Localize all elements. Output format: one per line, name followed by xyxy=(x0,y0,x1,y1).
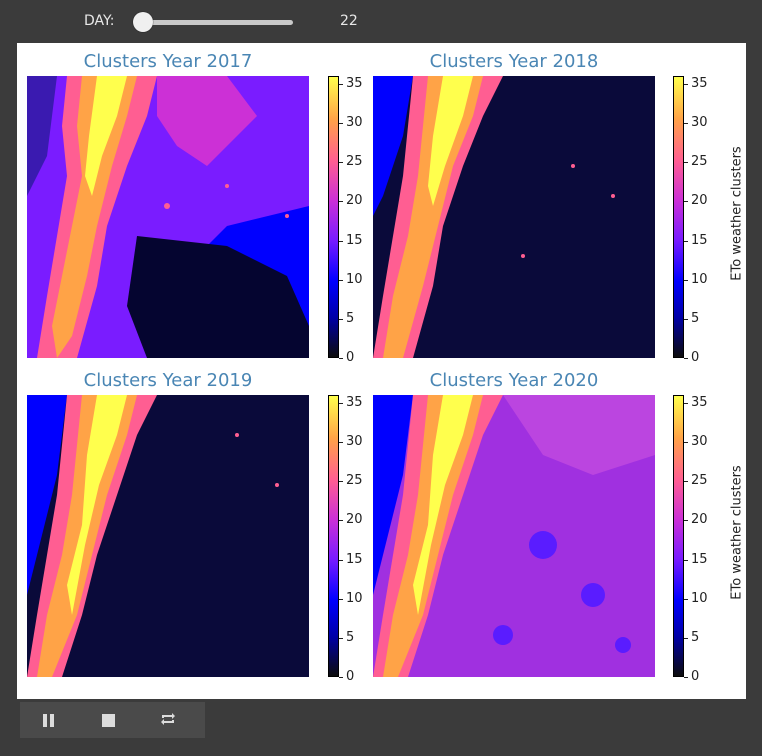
colorbar-tick-mark xyxy=(684,598,688,600)
colorbar-tick-mark xyxy=(684,481,688,483)
colorbar-tick-label: 25 xyxy=(691,154,708,170)
colorbar-tick-mark xyxy=(339,83,343,85)
colorbar-tick-mark xyxy=(339,201,343,203)
colorbar-tick-mark xyxy=(684,279,688,281)
colorbar-tick-label: 15 xyxy=(691,551,708,567)
colorbar-tick-label: 10 xyxy=(346,271,363,287)
colorbar-tick-label: 0 xyxy=(346,669,355,684)
colorbar-tick-mark xyxy=(339,318,343,320)
colorbar-tick-label: 0 xyxy=(691,350,700,365)
repeat-icon xyxy=(160,711,176,730)
colorbar-tick-label: 10 xyxy=(691,590,708,606)
colorbar-tick-label: 20 xyxy=(691,193,708,209)
colorbar-tick-label: 0 xyxy=(691,669,700,684)
colorbar-tick-mark xyxy=(684,123,688,124)
colorbar-tick-mark xyxy=(339,559,343,561)
day-label: DAY: xyxy=(84,13,115,29)
colorbar-2019 xyxy=(328,395,339,677)
colorbar-tick-label: 25 xyxy=(346,154,363,170)
colorbar-tick-mark xyxy=(684,162,688,164)
day-slider-thumb[interactable] xyxy=(133,12,153,32)
colorbar-tick-mark xyxy=(684,677,688,678)
colorbar-tick-mark xyxy=(684,520,688,522)
colorbar-tick-label: 10 xyxy=(691,271,708,287)
map-panel-2019 xyxy=(27,395,309,677)
panel-title-2018: Clusters Year 2018 xyxy=(429,51,599,72)
colorbar-tick-label: 30 xyxy=(346,434,363,449)
colorbar-tick-label: 35 xyxy=(691,394,708,410)
colorbar-tick-mark xyxy=(339,123,343,124)
day-value: 22 xyxy=(340,13,358,29)
colorbar-tick-label: 0 xyxy=(346,350,355,365)
colorbar-tick-mark xyxy=(684,442,688,443)
cluster-figure: Clusters Year 2017 Clusters Year 2018 xyxy=(17,43,746,699)
colorbar-tick-mark xyxy=(339,358,343,359)
panel-title-2017: Clusters Year 2017 xyxy=(83,51,253,72)
colorbar-tick-mark xyxy=(339,677,343,678)
colorbar-tick-label: 30 xyxy=(691,434,708,449)
colorbar-tick-label: 35 xyxy=(346,75,363,91)
stop-icon xyxy=(101,713,115,727)
colorbar-tick-mark xyxy=(339,442,343,443)
colorbar-tick-mark xyxy=(684,358,688,359)
colorbar-tick-label: 20 xyxy=(346,512,363,528)
map-panel-2017 xyxy=(27,76,309,358)
colorbar-2018 xyxy=(673,76,684,358)
colorbar-tick-label: 20 xyxy=(691,512,708,528)
colorbar-2020 xyxy=(673,395,684,677)
colorbar-tick-mark xyxy=(684,637,688,639)
colorbar-label-2018: ETo weather clusters xyxy=(729,146,745,281)
colorbar-tick-mark xyxy=(684,559,688,561)
pause-button[interactable] xyxy=(20,702,76,738)
colorbar-tick-mark xyxy=(684,83,688,85)
colorbar-tick-label: 35 xyxy=(346,394,363,410)
colorbar-label-2020: ETo weather clusters xyxy=(729,465,745,600)
colorbar-tick-label: 35 xyxy=(691,75,708,91)
colorbar-tick-mark xyxy=(684,402,688,404)
colorbar-tick-mark xyxy=(684,240,688,242)
colorbar-tick-mark xyxy=(339,402,343,404)
colorbar-tick-mark xyxy=(339,481,343,483)
colorbar-tick-label: 15 xyxy=(346,232,363,248)
colorbar-tick-label: 5 xyxy=(346,629,355,645)
colorbar-2017 xyxy=(328,76,339,358)
colorbar-tick-mark xyxy=(339,637,343,639)
day-slider-row: DAY: 22 xyxy=(0,0,762,44)
colorbar-tick-label: 25 xyxy=(691,473,708,489)
colorbar-tick-label: 15 xyxy=(346,551,363,567)
colorbar-tick-label: 20 xyxy=(346,193,363,209)
colorbar-tick-label: 25 xyxy=(346,473,363,489)
colorbar-tick-mark xyxy=(339,240,343,242)
stop-button[interactable] xyxy=(80,702,136,738)
colorbar-tick-mark xyxy=(684,201,688,203)
repeat-button[interactable] xyxy=(140,702,196,738)
colorbar-tick-mark xyxy=(339,598,343,600)
day-slider-track[interactable] xyxy=(141,20,293,25)
pause-icon xyxy=(42,713,54,727)
panel-title-2020: Clusters Year 2020 xyxy=(429,370,599,391)
colorbar-tick-label: 10 xyxy=(346,590,363,606)
animation-controls xyxy=(20,702,205,738)
colorbar-tick-mark xyxy=(339,520,343,522)
colorbar-tick-label: 30 xyxy=(346,115,363,130)
panel-title-2019: Clusters Year 2019 xyxy=(83,370,253,391)
colorbar-tick-mark xyxy=(684,318,688,320)
map-panel-2020 xyxy=(373,395,655,677)
map-panel-2018 xyxy=(373,76,655,358)
colorbar-tick-label: 5 xyxy=(691,310,700,326)
colorbar-tick-label: 5 xyxy=(346,310,355,326)
colorbar-tick-label: 30 xyxy=(691,115,708,130)
colorbar-tick-label: 15 xyxy=(691,232,708,248)
colorbar-tick-mark xyxy=(339,162,343,164)
colorbar-tick-label: 5 xyxy=(691,629,700,645)
colorbar-tick-mark xyxy=(339,279,343,281)
